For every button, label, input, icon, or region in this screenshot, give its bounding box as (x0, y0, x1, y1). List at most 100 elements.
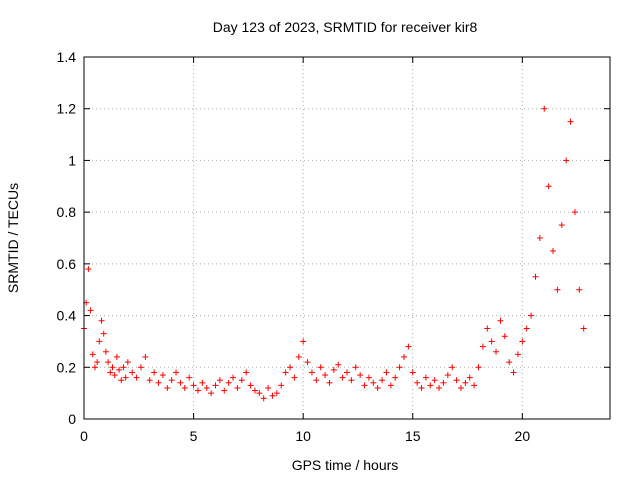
data-point-marker (295, 353, 302, 360)
data-point-marker (129, 369, 136, 376)
data-point-marker (510, 369, 517, 376)
data-point-marker (479, 343, 486, 350)
data-point-marker (304, 359, 311, 366)
data-point-marker (514, 351, 521, 358)
grid-lines (84, 57, 610, 419)
data-point-marker (291, 374, 298, 381)
data-point-marker (466, 374, 473, 381)
data-point-marker (387, 382, 394, 389)
chart-title: Day 123 of 2023, SRMTID for receiver kir… (213, 19, 478, 35)
data-point-marker (471, 382, 478, 389)
data-point-marker (256, 390, 263, 397)
data-point-marker (181, 384, 188, 391)
data-point-marker (344, 369, 350, 376)
x-axis-label: GPS time / hours (292, 457, 399, 473)
data-point-marker (335, 361, 342, 368)
data-point-marker (427, 382, 434, 389)
x-tick-label: 10 (295, 428, 311, 444)
data-point-marker (484, 325, 491, 332)
data-point-marker (365, 374, 372, 381)
x-tick-label: 5 (190, 428, 198, 444)
data-point-marker (287, 364, 294, 371)
x-tick-label: 0 (80, 428, 88, 444)
data-point-marker (357, 372, 364, 379)
data-point-marker (576, 286, 583, 293)
data-point-marker (497, 317, 504, 324)
data-point-marker (190, 382, 197, 389)
data-point-marker (113, 353, 120, 360)
data-point-marker (105, 359, 112, 366)
data-point-marker (523, 325, 530, 332)
data-point-marker (431, 377, 438, 384)
data-point-marker (528, 312, 535, 319)
x-axis-ticks: 0 5 10 15 20 (80, 57, 530, 444)
data-point-marker (392, 374, 399, 381)
data-point-marker (418, 384, 425, 391)
y-axis-label: SRMTID / TECUs (5, 183, 21, 293)
data-point-marker (506, 359, 513, 366)
data-point-marker (122, 374, 129, 381)
data-point-marker (558, 222, 565, 229)
data-point-marker (94, 359, 101, 366)
data-point-marker (243, 369, 250, 376)
data-point-marker (405, 343, 412, 350)
data-point-marker (409, 369, 416, 376)
data-point-marker (102, 348, 109, 355)
data-point-marker (91, 364, 98, 371)
data-point-marker (96, 338, 103, 345)
data-point-marker (194, 387, 201, 394)
data-point-marker (155, 379, 162, 386)
data-point-marker (532, 273, 539, 280)
data-point-marker (550, 247, 557, 254)
data-point-marker (265, 384, 272, 391)
data-point-marker (300, 338, 307, 345)
data-point-marker (317, 364, 324, 371)
data-point-marker (488, 338, 495, 345)
data-point-marker (436, 384, 443, 391)
data-point-marker (173, 369, 180, 376)
data-point-marker (449, 364, 456, 371)
y-tick-label: 0.6 (57, 256, 77, 272)
y-tick-label: 0.8 (57, 204, 77, 220)
data-point-marker (278, 382, 285, 389)
data-point-marker (146, 377, 153, 384)
data-point-marker (85, 266, 92, 273)
data-point-marker (186, 374, 193, 381)
data-point-marker (177, 379, 184, 386)
x-tick-label: 15 (405, 428, 421, 444)
data-point-marker (107, 369, 114, 376)
data-point-marker (563, 157, 570, 164)
y-tick-label: 0.2 (57, 359, 77, 375)
data-point-marker (238, 377, 245, 384)
data-point-marker (541, 105, 548, 112)
y-tick-label: 0.4 (57, 308, 77, 324)
data-point-marker (111, 372, 118, 379)
y-tick-label: 1.2 (57, 101, 77, 117)
data-point-marker (545, 183, 552, 190)
data-point-marker (339, 374, 346, 381)
data-point-marker (142, 353, 149, 360)
data-point-marker (221, 387, 228, 394)
data-point-marker (370, 379, 377, 386)
data-point-marker (199, 379, 206, 386)
data-point-marker (120, 364, 127, 371)
data-point-marker (444, 372, 451, 379)
data-point-marker (89, 351, 96, 358)
data-point-marker (151, 369, 158, 376)
data-point-marker (225, 379, 232, 386)
y-tick-label: 0 (68, 411, 76, 427)
data-point-marker (567, 118, 574, 125)
data-point-marker (159, 372, 166, 379)
data-point-marker (247, 382, 254, 389)
data-point-marker (571, 209, 578, 216)
data-point-marker (462, 379, 469, 386)
data-point-marker (203, 384, 210, 391)
data-point-marker (361, 382, 368, 389)
data-point-marker (133, 374, 140, 381)
data-point-marker (379, 377, 386, 384)
y-tick-label: 1 (68, 152, 76, 168)
data-point-marker (554, 286, 561, 293)
data-point-marker (383, 369, 390, 376)
data-point-marker (519, 338, 526, 345)
